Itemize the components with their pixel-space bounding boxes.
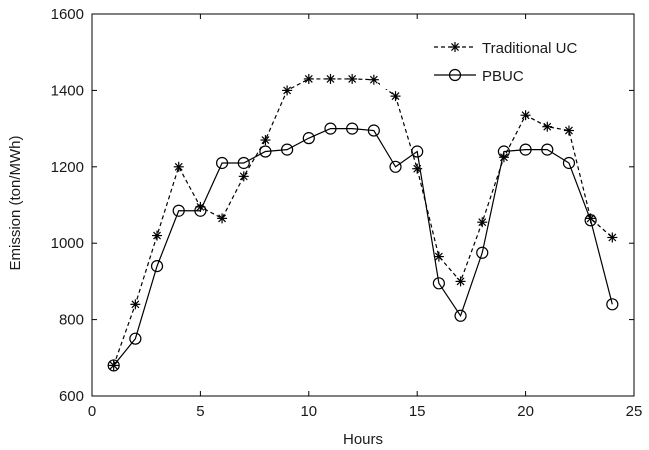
data-point-traditional-uc bbox=[433, 251, 444, 262]
data-point-pbuc bbox=[259, 145, 272, 158]
legend-marker-pbuc bbox=[448, 68, 462, 82]
y-tick-label: 1000 bbox=[51, 235, 84, 252]
asterisk-stroke bbox=[478, 218, 487, 227]
x-axis-label: Hours bbox=[343, 431, 383, 448]
legend-box bbox=[380, 25, 630, 89]
data-point-traditional-uc bbox=[390, 91, 401, 102]
data-point-pbuc bbox=[237, 156, 250, 170]
asterisk-stroke bbox=[456, 277, 465, 286]
asterisk-stroke bbox=[391, 92, 400, 101]
data-point-traditional-uc bbox=[520, 110, 531, 121]
x-tick-label: 20 bbox=[517, 403, 534, 420]
asterisk-stroke bbox=[586, 214, 595, 223]
data-point-traditional-uc bbox=[325, 73, 336, 84]
data-point-traditional-uc bbox=[368, 74, 379, 85]
data-point-pbuc bbox=[606, 298, 619, 311]
ticks-layer: 0 5 10 15 20 25 600 800 1000 1200 1400 1600 bbox=[51, 6, 643, 420]
y-tick-label: 1600 bbox=[51, 6, 84, 23]
x-tick-label: 0 bbox=[88, 403, 96, 420]
data-point-pbuc bbox=[324, 122, 337, 135]
data-point-traditional-uc bbox=[282, 85, 293, 96]
data-point-traditional-uc bbox=[303, 73, 314, 84]
legend-label-pbuc: PBUC bbox=[482, 68, 524, 85]
plot-layer bbox=[91, 13, 635, 397]
asterisk-stroke bbox=[174, 162, 183, 171]
data-point-pbuc bbox=[172, 204, 185, 217]
legend: Traditional UC PBUC bbox=[380, 25, 630, 89]
data-point-pbuc bbox=[346, 122, 359, 135]
asterisk-stroke bbox=[348, 74, 357, 83]
x-tick-label: 25 bbox=[626, 403, 643, 420]
data-point-pbuc bbox=[215, 156, 229, 170]
data-point-traditional-uc bbox=[217, 213, 228, 224]
data-point-traditional-uc bbox=[152, 230, 163, 241]
legend-label-traditional-uc: Traditional UC bbox=[482, 40, 577, 57]
asterisk-stroke bbox=[304, 74, 313, 83]
data-point-pbuc bbox=[497, 145, 511, 158]
data-point-pbuc bbox=[302, 132, 315, 145]
data-point-pbuc bbox=[476, 246, 489, 259]
data-point-pbuc bbox=[129, 332, 142, 345]
y-tick-label: 600 bbox=[59, 388, 84, 405]
data-point-traditional-uc bbox=[238, 171, 249, 182]
asterisk-stroke bbox=[521, 111, 530, 120]
data-point-pbuc bbox=[389, 160, 402, 173]
data-point-pbuc bbox=[107, 359, 120, 372]
y-axis-label: Emission (ton/MWh) bbox=[7, 135, 24, 270]
asterisk-stroke bbox=[434, 252, 443, 261]
data-point-pbuc bbox=[432, 277, 445, 290]
data-point-pbuc bbox=[562, 156, 576, 170]
asterisk-stroke bbox=[239, 172, 248, 181]
asterisk-stroke bbox=[608, 233, 617, 242]
data-point-pbuc bbox=[367, 124, 380, 137]
data-point-traditional-uc bbox=[347, 73, 358, 84]
legend-marker-traditional-uc bbox=[450, 42, 460, 52]
data-point-traditional-uc bbox=[260, 135, 271, 146]
y-tick-label: 1400 bbox=[51, 82, 84, 99]
data-point-pbuc bbox=[519, 143, 532, 156]
series-line-traditional-uc bbox=[113, 78, 613, 366]
asterisk-stroke bbox=[543, 122, 552, 131]
data-point-pbuc bbox=[194, 204, 207, 217]
plot-frame bbox=[91, 13, 635, 397]
data-point-traditional-uc bbox=[477, 217, 488, 228]
data-point-traditional-uc bbox=[563, 125, 574, 136]
asterisk-stroke bbox=[369, 75, 378, 84]
data-point-traditional-uc bbox=[173, 161, 184, 172]
x-tick-label: 10 bbox=[300, 403, 317, 420]
y-tick-label: 800 bbox=[59, 312, 84, 329]
data-point-pbuc bbox=[541, 143, 554, 156]
asterisk-stroke bbox=[451, 43, 459, 51]
asterisk-stroke bbox=[261, 136, 270, 145]
asterisk-stroke bbox=[218, 214, 227, 223]
asterisk-stroke bbox=[565, 126, 573, 135]
data-point-pbuc bbox=[150, 260, 164, 273]
data-point-pbuc bbox=[281, 143, 294, 156]
asterisk-stroke bbox=[283, 86, 292, 95]
asterisk-stroke bbox=[131, 300, 140, 309]
asterisk-stroke bbox=[326, 74, 335, 83]
x-tick-label: 15 bbox=[409, 403, 426, 420]
y-tick-label: 1200 bbox=[51, 159, 84, 176]
asterisk-stroke bbox=[153, 231, 161, 240]
data-point-traditional-uc bbox=[607, 232, 618, 243]
data-point-pbuc bbox=[454, 309, 467, 322]
series-line-pbuc bbox=[113, 128, 613, 366]
x-tick-label: 5 bbox=[196, 403, 204, 420]
data-point-traditional-uc bbox=[455, 276, 466, 287]
data-point-pbuc bbox=[411, 145, 424, 158]
data-point-pbuc bbox=[584, 214, 597, 227]
data-point-traditional-uc bbox=[130, 299, 141, 310]
data-point-traditional-uc bbox=[542, 121, 553, 132]
